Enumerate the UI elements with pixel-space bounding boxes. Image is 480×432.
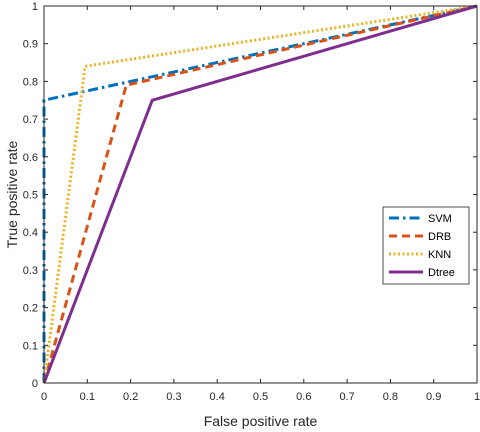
y-tick-label: 0.6 [23, 152, 38, 164]
y-tick-label: 0 [32, 378, 38, 390]
series-line-dtree [42, 4, 478, 384]
y-tick-label: 0.8 [23, 76, 38, 88]
ticks-layer: 0 0.1 0.2 0.3 0.4 0.5 0.6 0.7 0.8 0.9 1 0 0.1 0.2 0.3 0… [23, 1, 480, 403]
x-tick-label: 0.6 [296, 391, 311, 403]
x-tick-label: 0.4 [210, 391, 225, 403]
legend-label-dtree: Dtree [428, 267, 455, 279]
y-tick-label: 0.1 [23, 340, 38, 352]
legend-label-svm: SVM [428, 213, 452, 225]
y-tick-label: 0.2 [23, 303, 38, 315]
legend-label-drb: DRB [428, 231, 451, 243]
x-tick-label: 0.1 [80, 391, 95, 403]
y-axis-label: True positive rate [4, 140, 20, 248]
x-tick-label: 0.8 [383, 391, 398, 403]
x-tick-label: 0.5 [253, 391, 268, 403]
x-tick-label: 0.3 [166, 391, 181, 403]
x-tick-label: 1 [474, 391, 480, 403]
y-tick-label: 0.4 [23, 227, 38, 239]
legend-label-knn: KNN [428, 249, 451, 261]
y-tick-label: 0.3 [23, 265, 38, 277]
x-axis-label: False positive rate [204, 413, 318, 429]
x-tick-label: 0 [41, 391, 47, 403]
y-tick-label: 0.5 [23, 190, 38, 202]
y-tick-label: 0.7 [23, 114, 38, 126]
series-line-drb [42, 4, 478, 384]
legend: SVM DRB KNN Dtree [382, 206, 470, 285]
x-tick-label: 0.2 [123, 391, 138, 403]
x-tick-label: 0.9 [426, 391, 441, 403]
x-tick-label: 0.7 [339, 391, 354, 403]
y-tick-label: 0.9 [23, 39, 38, 51]
y-tick-label: 1 [32, 1, 38, 13]
